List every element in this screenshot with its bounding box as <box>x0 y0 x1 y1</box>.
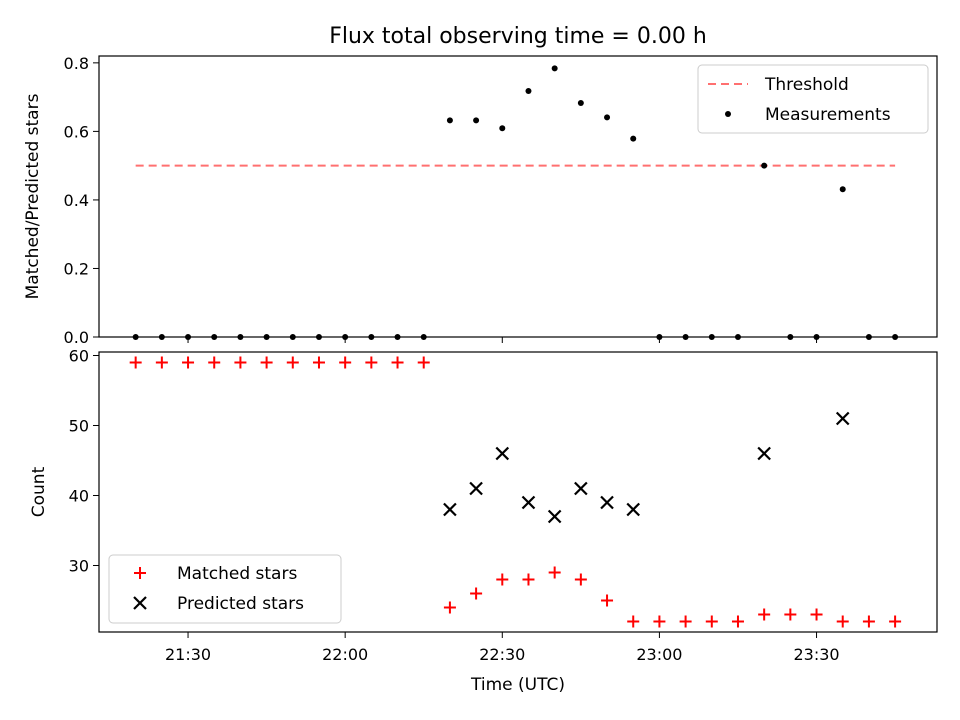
predicted-star-point <box>757 446 771 461</box>
legend-measurements-label: Measurements <box>765 105 891 125</box>
bottom-y-tick-label: 60 <box>69 347 89 366</box>
matched-star-point <box>443 601 456 614</box>
legend-predicted-swatch <box>133 596 147 610</box>
matched-star-point <box>862 615 875 628</box>
matched-star-point <box>155 356 168 369</box>
top-panel: Matched/Predicted stars 0.00.20.40.60.8 … <box>23 54 929 347</box>
matched-star-point <box>705 615 718 628</box>
matched-star-point <box>731 615 744 628</box>
top-y-tick-label: 0.8 <box>64 54 89 73</box>
bottom-panel: Count Time (UTC) 30 40 50 60 21:30 22:00 22:30… <box>29 347 902 695</box>
measurement-point <box>839 186 846 193</box>
predicted-star-point <box>835 411 850 426</box>
legend-matched-swatch <box>134 567 146 579</box>
bottom-x-tick-label: 21:30 <box>165 645 211 664</box>
matched-star-point <box>758 608 771 621</box>
top-y-tick-label: 0.4 <box>64 191 89 210</box>
bottom-x-tick-label: 23:00 <box>636 645 682 664</box>
matched-star-point <box>679 615 692 628</box>
bottom-x-tick-label: 22:00 <box>322 645 368 664</box>
matched-star-point <box>522 573 535 586</box>
bottom-y-tick-label: 30 <box>69 557 89 576</box>
top-legend-box <box>697 64 929 134</box>
bottom-legend-box <box>108 554 342 624</box>
matched-star-point <box>810 608 823 621</box>
matched-star-point <box>286 356 299 369</box>
legend-predicted-label: Predicted stars <box>177 594 304 614</box>
legend-threshold-label: Threshold <box>764 75 849 95</box>
matched-star-point <box>601 594 614 607</box>
matched-star-point <box>129 356 142 369</box>
bottom-y-axis-label: Count <box>29 466 49 517</box>
bottom-legend: Matched stars Predicted stars <box>108 554 342 624</box>
top-legend: Threshold Measurements <box>697 64 929 134</box>
matched-star-point <box>653 615 666 628</box>
bottom-y-tick-label: 40 <box>69 487 89 506</box>
top-y-tick-label: 0.0 <box>64 328 89 347</box>
measurement-point <box>551 65 558 72</box>
matched-star-point <box>889 615 902 628</box>
matched-star-point <box>182 356 195 369</box>
bottom-x-tick-label: 23:30 <box>793 645 839 664</box>
matched-star-point <box>365 356 378 369</box>
matched-star-point <box>470 587 483 600</box>
measurement-point <box>499 125 506 132</box>
measurement-point <box>473 117 480 124</box>
predicted-star-point <box>574 481 588 496</box>
matched-star-point <box>784 608 797 621</box>
matched-star-point <box>627 615 640 628</box>
matched-star-point <box>339 356 352 369</box>
measurement-point <box>761 162 768 169</box>
matched-star-point <box>260 356 273 369</box>
matched-star-point <box>417 356 430 369</box>
measurement-point <box>525 87 532 94</box>
matched-star-point <box>234 356 247 369</box>
predicted-star-point <box>626 502 641 517</box>
top-y-tick-label: 0.2 <box>64 259 89 278</box>
matched-star-point <box>496 573 509 586</box>
bottom-y-tick-label: 50 <box>69 417 89 436</box>
figure-title: Flux total observing time = 0.00 h <box>329 24 707 49</box>
predicted-star-point <box>547 509 562 524</box>
bottom-x-axis-label: Time (UTC) <box>470 675 565 695</box>
predicted-star-point <box>521 495 536 510</box>
legend-measurements-swatch <box>725 111 731 117</box>
legend-matched-label: Matched stars <box>177 564 297 584</box>
top-plot-frame <box>98 55 938 338</box>
predicted-star-point <box>600 495 614 510</box>
measurement-point <box>446 117 453 124</box>
top-y-axis-label: Matched/Predicted stars <box>23 93 43 299</box>
matched-star-point <box>836 615 849 628</box>
bottom-x-tick-label: 22:30 <box>479 645 525 664</box>
matched-star-point <box>574 573 587 586</box>
measurement-point <box>604 114 611 121</box>
matched-star-point <box>208 356 221 369</box>
measurement-point <box>577 99 584 106</box>
predicted-star-point <box>495 446 510 461</box>
bottom-plot-frame <box>98 351 938 633</box>
matched-star-point <box>312 356 325 369</box>
predicted-star-point <box>443 502 457 517</box>
predicted-star-point <box>469 481 483 496</box>
measurement-point <box>630 135 637 142</box>
matched-star-point <box>391 356 404 369</box>
matched-star-point <box>548 566 561 579</box>
top-y-tick-label: 0.6 <box>64 122 89 141</box>
